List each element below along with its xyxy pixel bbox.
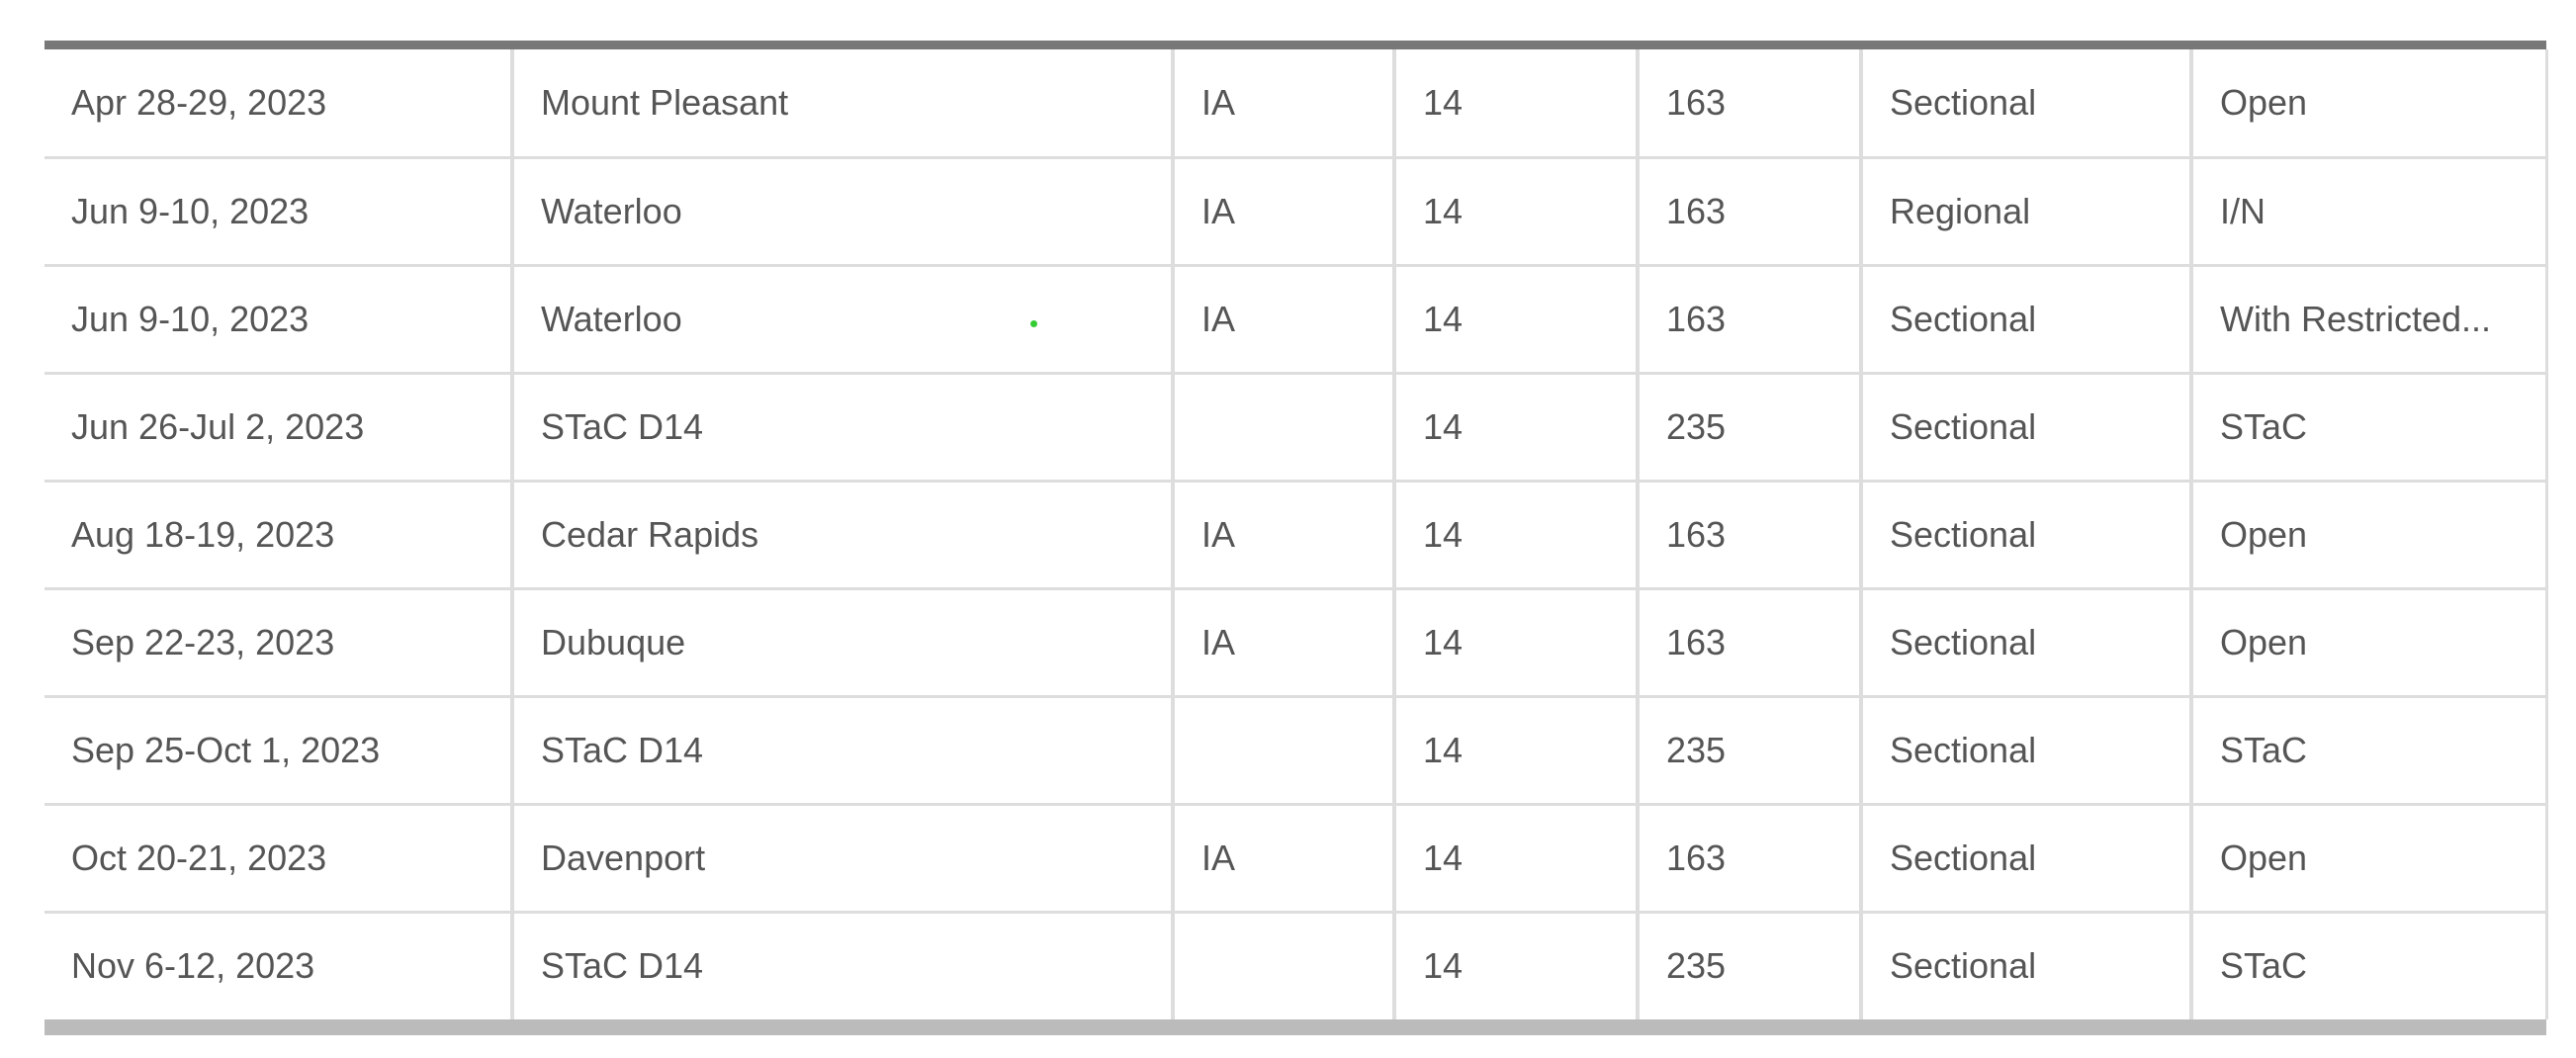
state-cell: IA xyxy=(1171,49,1394,159)
district-cell: 14 xyxy=(1392,49,1638,159)
state-cell: IA xyxy=(1171,157,1394,267)
table-row[interactable]: Jun 26-Jul 2, 2023 STaC D14 14 235 Sectional… xyxy=(44,373,2548,483)
table-row[interactable]: Aug 18-19, 2023 Cedar Rapids IA 14 163 Sectio… xyxy=(44,481,2548,590)
tournament-type-cell: Sectional xyxy=(1859,912,2191,1019)
tournament-type-cell: Sectional xyxy=(1859,49,2191,159)
unit-cell: 163 xyxy=(1636,157,1861,267)
event-type-cell: STaC xyxy=(2189,912,2548,1019)
location-cell: STaC D14 xyxy=(510,912,1173,1019)
state-cell: IA xyxy=(1171,804,1394,914)
table-row[interactable]: Jun 9-10, 2023 Waterloo IA 14 163 Regional I/N xyxy=(44,157,2548,267)
district-cell: 14 xyxy=(1392,588,1638,698)
event-type-cell: STaC xyxy=(2189,696,2548,806)
event-type-cell: I/N xyxy=(2189,157,2548,267)
date-cell: Sep 22-23, 2023 xyxy=(44,588,512,698)
location-cell: STaC D14 xyxy=(510,373,1173,483)
location-cell: Mount Pleasant xyxy=(510,49,1173,159)
tournament-type-cell: Sectional xyxy=(1859,373,2191,483)
status-dot xyxy=(1030,320,1037,327)
state-cell xyxy=(1171,696,1394,806)
location-cell: Davenport xyxy=(510,804,1173,914)
date-cell: Nov 6-12, 2023 xyxy=(71,945,315,987)
event-type-cell: Open xyxy=(2189,481,2548,590)
event-type-cell: With Restricted... xyxy=(2189,265,2548,375)
date-cell: Oct 20-21, 2023 xyxy=(44,804,512,914)
event-type-cell: Open xyxy=(2189,49,2548,159)
tournament-type-cell: Sectional xyxy=(1859,588,2191,698)
table-row[interactable]: Sep 22-23, 2023 Dubuque IA 14 163 Sectional Op… xyxy=(44,588,2548,698)
unit-cell: 235 xyxy=(1636,696,1861,806)
state-cell xyxy=(1171,912,1394,1019)
unit-cell: 163 xyxy=(1636,49,1861,159)
table-row[interactable]: Sep 25-Oct 1, 2023 STaC D14 14 235 Sectional… xyxy=(44,696,2548,806)
location-cell: Dubuque xyxy=(510,588,1173,698)
location-cell: Waterloo xyxy=(510,157,1173,267)
table: Apr 28-29, 2023 Mount Pleasant IA 14 163 Sect… xyxy=(44,49,2548,1019)
state-cell: IA xyxy=(1171,481,1394,590)
tournament-type-cell: Sectional xyxy=(1859,696,2191,806)
table-row[interactable]: Oct 20-21, 2023 Davenport IA 14 163 Sectional… xyxy=(44,804,2548,914)
event-type-cell: STaC xyxy=(2189,373,2548,483)
table-row[interactable]: Apr 28-29, 2023 Mount Pleasant IA 14 163 Sect… xyxy=(44,49,2548,159)
district-cell: 14 xyxy=(1392,696,1638,806)
unit-cell: 235 xyxy=(1636,373,1861,483)
location-cell: STaC D14 xyxy=(510,696,1173,806)
unit-cell: 235 xyxy=(1636,912,1861,1019)
location-cell: Waterloo xyxy=(510,265,1173,375)
district-cell: 14 xyxy=(1392,804,1638,914)
event-type-cell: Open xyxy=(2189,804,2548,914)
table-row[interactable]: Jun 9-10, 2023 Waterloo IA 14 163 Sectional Wi… xyxy=(44,265,2548,375)
tournament-type-cell: Sectional xyxy=(1859,265,2191,375)
table-row[interactable]: Nov 6-12, 2023 STaC D14 14 235 Sectional STaC xyxy=(44,912,2548,1019)
unit-cell: 163 xyxy=(1636,481,1861,590)
date-cell: Aug 18-19, 2023 xyxy=(44,481,512,590)
district-cell: 14 xyxy=(1392,912,1638,1019)
unit-cell: 163 xyxy=(1636,804,1861,914)
date-cell: Apr 28-29, 2023 xyxy=(44,49,512,159)
district-cell: 14 xyxy=(1392,373,1638,483)
district-cell: 14 xyxy=(1392,265,1638,375)
tournament-type-cell: Sectional xyxy=(1859,804,2191,914)
state-cell xyxy=(1171,373,1394,483)
results-table: Apr 28-29, 2023 Mount Pleasant IA 14 163 Sect… xyxy=(44,41,2548,1035)
tournament-type-cell: Regional xyxy=(1859,157,2191,267)
tournament-type-cell: Sectional xyxy=(1859,481,2191,590)
unit-cell: 163 xyxy=(1636,265,1861,375)
location-cell: Cedar Rapids xyxy=(510,481,1173,590)
state-cell: IA xyxy=(1171,588,1394,698)
event-type-cell: Open xyxy=(2189,588,2548,698)
date-cell: Jun 26-Jul 2, 2023 xyxy=(44,373,512,483)
date-cell: Jun 9-10, 2023 xyxy=(44,265,512,375)
state-cell: IA xyxy=(1171,265,1394,375)
district-cell: 14 xyxy=(1392,481,1638,590)
unit-cell: 163 xyxy=(1636,588,1861,698)
date-cell: Sep 25-Oct 1, 2023 xyxy=(44,696,512,806)
district-cell: 14 xyxy=(1392,157,1638,267)
date-cell: Jun 9-10, 2023 xyxy=(44,157,512,267)
